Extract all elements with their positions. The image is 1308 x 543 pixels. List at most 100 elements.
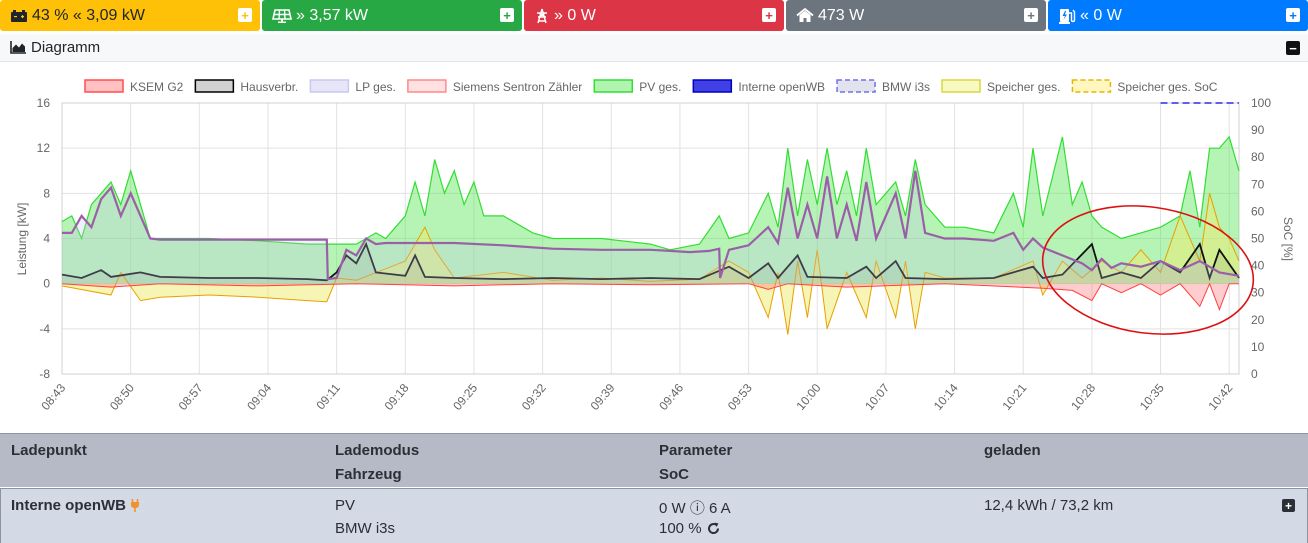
x-tick-label: 10:42 xyxy=(1205,381,1235,413)
charging-station-icon xyxy=(1058,8,1076,24)
house-tile-text: 473 W xyxy=(818,6,865,24)
legend-swatch xyxy=(692,79,733,93)
status-tiles: 43 % « 3,09 kW + » 3,57 kW + » 0 W + 473… xyxy=(0,0,1308,31)
legend-label: Speicher ges. SoC xyxy=(1117,80,1217,94)
header-parameter: Parameter xyxy=(659,442,733,459)
x-tick-label: 10:35 xyxy=(1137,381,1167,413)
expand-pv-button[interactable]: + xyxy=(500,8,514,22)
x-tick-label: 09:39 xyxy=(588,381,618,413)
power-tower-icon xyxy=(534,8,550,24)
x-tick-label: 10:07 xyxy=(862,381,892,413)
y2-tick-label: 40 xyxy=(1251,259,1265,273)
pv-tile[interactable]: » 3,57 kW + xyxy=(262,0,522,31)
legend-label: BMW i3s xyxy=(882,80,930,94)
area-chart-icon xyxy=(10,41,26,54)
x-tick-label: 08:43 xyxy=(38,381,68,413)
legend-swatch xyxy=(84,79,124,93)
y-tick-label: 0 xyxy=(43,277,50,291)
series-area xyxy=(62,136,1239,284)
series-line xyxy=(61,282,1239,312)
legend-swatch xyxy=(407,79,447,93)
chargepoint-name-wrap: Interne openWB xyxy=(11,497,140,514)
solar-panel-icon xyxy=(272,8,292,23)
energy-chart: KSEM G2 Hausverbr. LP ges. Siemens Sentron … xyxy=(15,79,1295,413)
x-tick-label: 08:50 xyxy=(107,381,137,413)
expand-charger-button[interactable]: + xyxy=(1286,8,1300,22)
y-tick-label: 16 xyxy=(37,96,51,110)
refresh-icon[interactable] xyxy=(707,522,720,535)
y-tick-label: -8 xyxy=(39,367,50,381)
legend-label: Interne openWB xyxy=(738,80,825,94)
x-tick-label: 09:46 xyxy=(656,381,686,413)
y2-axis-label: SoC [%] xyxy=(1281,217,1295,261)
home-icon xyxy=(796,8,814,23)
diagram-header: Diagramm − xyxy=(0,34,1308,62)
chargepoint-name: Interne openWB xyxy=(11,497,126,514)
y-tick-label: 12 xyxy=(37,141,51,155)
expand-battery-button[interactable]: + xyxy=(238,8,252,22)
grid-tile[interactable]: » 0 W + xyxy=(524,0,784,31)
legend-label: Siemens Sentron Zähler xyxy=(453,80,582,94)
battery-tile-text: 43 % « 3,09 kW xyxy=(32,6,145,24)
y2-tick-label: 50 xyxy=(1251,232,1265,246)
legend-swatch xyxy=(593,79,634,93)
expand-chargepoint-button[interactable]: + xyxy=(1282,499,1295,513)
soc-wrap: 100 % xyxy=(659,520,720,537)
legend-label: Speicher ges. xyxy=(987,80,1060,94)
y-tick-label: 8 xyxy=(43,186,50,200)
legend-swatch xyxy=(941,79,981,93)
legend-swatch xyxy=(836,79,876,93)
chargepoint-table-header: Ladepunkt Lademodus Fahrzeug Parameter S… xyxy=(0,433,1308,487)
x-tick-label: 10:28 xyxy=(1068,381,1098,413)
vehicle-name: BMW i3s xyxy=(335,520,395,537)
charged-energy: 12,4 kWh / 73,2 km xyxy=(984,497,1114,514)
y2-tick-label: 10 xyxy=(1251,340,1265,354)
header-ladepunkt: Ladepunkt xyxy=(11,442,87,459)
y2-tick-label: 30 xyxy=(1251,286,1265,300)
x-tick-label: 10:00 xyxy=(794,381,824,413)
y2-tick-label: 100 xyxy=(1251,96,1271,110)
legend-label: PV ges. xyxy=(639,80,681,94)
legend-label: LP ges. xyxy=(355,80,395,94)
legend-label: KSEM G2 xyxy=(130,80,184,94)
y2-tick-label: 0 xyxy=(1251,367,1258,381)
house-tile[interactable]: 473 W + xyxy=(786,0,1046,31)
pv-tile-text: » 3,57 kW xyxy=(296,6,369,24)
series-area xyxy=(62,244,1239,284)
x-tick-label: 08:57 xyxy=(176,381,206,413)
expand-house-button[interactable]: + xyxy=(1024,8,1038,22)
charger-tile-text: « 0 W xyxy=(1080,6,1122,24)
y2-tick-label: 20 xyxy=(1251,313,1265,327)
battery-tile[interactable]: 43 % « 3,09 kW + xyxy=(0,0,260,31)
y-tick-label: -4 xyxy=(39,322,50,336)
plot-frame xyxy=(61,102,1240,375)
header-lademodus: Lademodus xyxy=(335,442,420,459)
red-annotation-ellipse xyxy=(1041,205,1255,335)
car-battery-icon xyxy=(10,9,28,23)
vehicle-soc: 100 % xyxy=(659,520,702,537)
x-tick-label: 09:32 xyxy=(519,381,549,413)
x-tick-label: 10:21 xyxy=(999,381,1029,413)
y2-tick-label: 60 xyxy=(1251,204,1265,218)
series-area xyxy=(62,283,1239,310)
charger-tile[interactable]: « 0 W + xyxy=(1048,0,1308,31)
x-tick-label: 10:14 xyxy=(931,381,961,413)
series-line xyxy=(61,241,1240,282)
collapse-diagram-button[interactable]: − xyxy=(1286,41,1300,55)
chargepoint-row[interactable]: Interne openWB PV BMW i3s 0 W ⓘ 6 A 100 … xyxy=(0,488,1308,543)
series-line xyxy=(61,135,1240,251)
x-tick-label: 09:53 xyxy=(725,381,755,413)
charge-parameter: 0 W ⓘ 6 A xyxy=(659,500,731,517)
diagram-title: Diagramm xyxy=(31,39,101,56)
header-geladen: geladen xyxy=(984,442,1041,459)
y2-tick-label: 90 xyxy=(1251,123,1265,137)
x-tick-label: 09:04 xyxy=(244,381,274,413)
expand-grid-button[interactable]: + xyxy=(762,8,776,22)
x-tick-label: 09:18 xyxy=(382,381,412,413)
charge-mode[interactable]: PV xyxy=(335,497,356,514)
series-line xyxy=(62,170,1240,281)
x-tick-label: 09:11 xyxy=(313,381,343,413)
y2-tick-label: 70 xyxy=(1251,177,1265,191)
legend-label: Hausverbr. xyxy=(240,80,298,94)
legend-swatch xyxy=(194,79,235,93)
